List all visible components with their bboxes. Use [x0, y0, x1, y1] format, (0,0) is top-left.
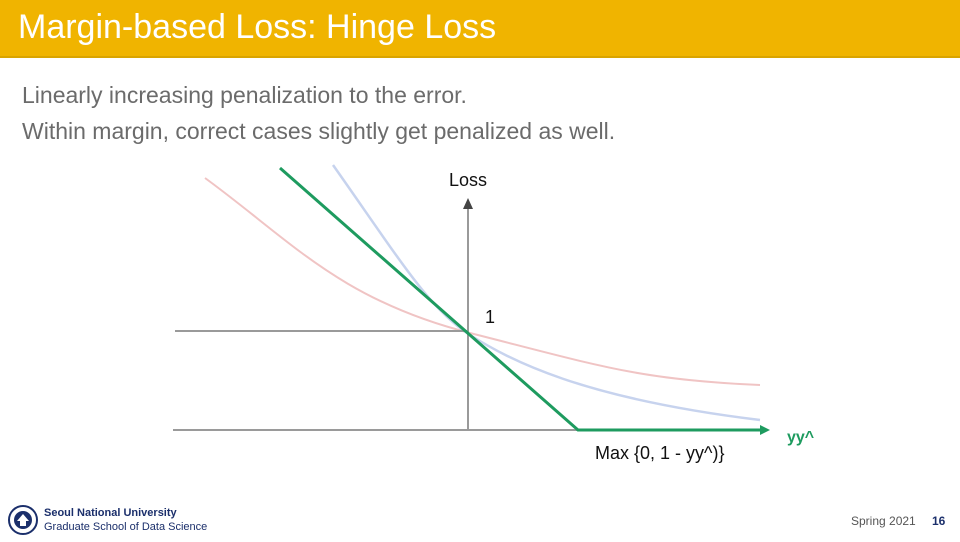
title-bar: Margin-based Loss: Hinge Loss — [0, 0, 960, 58]
slide-title: Margin-based Loss: Hinge Loss — [18, 8, 497, 46]
y-axis-label: Loss — [449, 170, 488, 190]
bullet-2: Within margin, correct cases slightly ge… — [22, 118, 616, 144]
faded-blue-curve — [331, 164, 761, 422]
x-axis-arrowhead — [760, 425, 770, 435]
faded-red-curve — [204, 177, 761, 386]
x-axis-label: yy^ — [787, 429, 815, 446]
loss-one-label: 1 — [485, 307, 496, 327]
term-label: Spring 2021 — [851, 514, 916, 528]
hinge-loss-curve — [279, 166, 762, 432]
y-axis-arrowhead — [463, 198, 473, 209]
school-name: Graduate School of Data Science — [44, 521, 208, 533]
hinge-formula: Max {0, 1 - yy^)} — [595, 443, 725, 463]
bullet-1: Linearly increasing penalization to the … — [22, 82, 467, 108]
university-name: Seoul National University — [44, 507, 177, 519]
university-logo-icon — [8, 505, 38, 535]
page-number: 16 — [932, 514, 946, 528]
